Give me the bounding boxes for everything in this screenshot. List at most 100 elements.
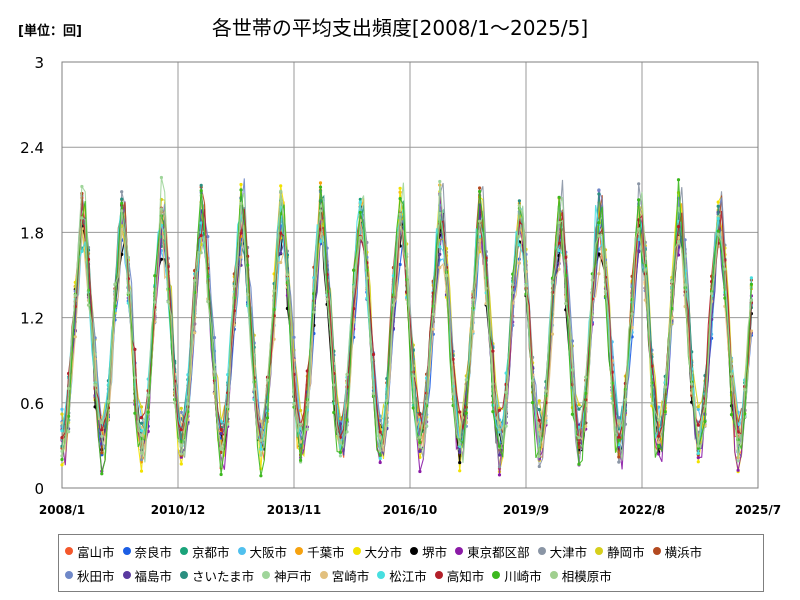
series-point [86, 303, 91, 307]
series-point [120, 197, 124, 201]
series-point [458, 469, 462, 473]
series-point [318, 209, 323, 213]
series-point [398, 186, 402, 190]
series-point [305, 369, 309, 373]
legend-marker [595, 547, 604, 555]
series-point [696, 423, 700, 427]
series-point [537, 454, 541, 458]
series-point [385, 398, 389, 403]
series-point [537, 418, 541, 422]
y-tick-label: 0 [34, 480, 44, 498]
legend-item: 奈良市 [122, 539, 173, 563]
series-point [597, 234, 601, 238]
series-point [663, 410, 667, 414]
series-point [60, 412, 64, 416]
series-point [139, 469, 144, 473]
series-point [471, 298, 475, 302]
legend-item: 松江市 [377, 563, 427, 587]
series-point [411, 374, 415, 378]
series-point [597, 221, 601, 225]
series-point [623, 398, 628, 402]
series-point [212, 336, 217, 340]
series-point [729, 372, 734, 376]
legend-marker [295, 547, 304, 555]
series-point [378, 460, 382, 465]
series-point [657, 440, 661, 444]
series-point [166, 300, 170, 304]
series-point [497, 408, 502, 412]
series-point [67, 414, 71, 418]
series-point [557, 249, 561, 253]
series-point [537, 399, 541, 403]
series-point [371, 352, 376, 357]
legend-marker [180, 547, 189, 555]
series-point [444, 273, 449, 277]
legend-label: 横浜市 [664, 544, 703, 560]
series-point [60, 436, 64, 440]
legend-marker [122, 571, 131, 579]
legend-label: 奈良市 [134, 544, 173, 560]
series-point [716, 217, 720, 221]
series-point [418, 469, 422, 474]
series-point [557, 241, 561, 245]
series-point [676, 239, 681, 244]
series-point [378, 418, 382, 422]
y-tick-label: 0.6 [20, 395, 44, 413]
series-point [723, 267, 727, 271]
series-point [643, 268, 647, 272]
series-point [696, 460, 700, 464]
series-point [60, 457, 64, 462]
series-point [279, 260, 283, 265]
series-point [325, 297, 329, 301]
series-point [80, 216, 84, 220]
series-point [133, 347, 137, 351]
series-point [153, 300, 157, 304]
series-point [193, 331, 197, 335]
series-point [458, 444, 462, 448]
series-point [557, 221, 561, 225]
series-point [179, 410, 183, 414]
series-point [517, 243, 522, 247]
series-point [630, 326, 634, 330]
series-point [676, 178, 681, 182]
series-point [584, 375, 588, 379]
series-point [279, 251, 283, 255]
series-point [703, 404, 707, 408]
series-point [716, 232, 720, 236]
series-point [219, 427, 223, 432]
series-point [378, 449, 382, 453]
series-point [418, 445, 422, 449]
legend-label: 堺市 [422, 544, 448, 560]
series-point [365, 276, 369, 280]
x-tick-label: 2019/9 [503, 503, 549, 517]
series-point [537, 408, 541, 412]
legend-label: 神戸市 [274, 568, 312, 584]
series-point [517, 261, 522, 265]
series-point [458, 410, 462, 414]
series-point [696, 451, 700, 455]
series-point [749, 276, 754, 280]
series-point [743, 388, 747, 392]
legend-marker [237, 547, 246, 555]
legend-item: 大津市 [537, 539, 587, 563]
series-point [120, 190, 124, 194]
series-point [73, 293, 77, 298]
series-point [657, 434, 661, 438]
series-point [504, 390, 508, 394]
series-point [186, 402, 190, 406]
series-point [637, 237, 641, 242]
series-point [239, 182, 243, 187]
series-point [537, 464, 541, 469]
legend-item: 東京都区部 [455, 539, 530, 563]
series-point [259, 453, 263, 457]
series-point [478, 189, 482, 194]
series-point [299, 422, 303, 426]
series-point [345, 372, 349, 377]
series-point [577, 445, 581, 449]
series-point [431, 312, 435, 316]
series-point [550, 280, 555, 284]
series-point [458, 461, 462, 465]
series-point [285, 273, 289, 277]
series-point [199, 189, 203, 193]
series-point [617, 419, 621, 423]
